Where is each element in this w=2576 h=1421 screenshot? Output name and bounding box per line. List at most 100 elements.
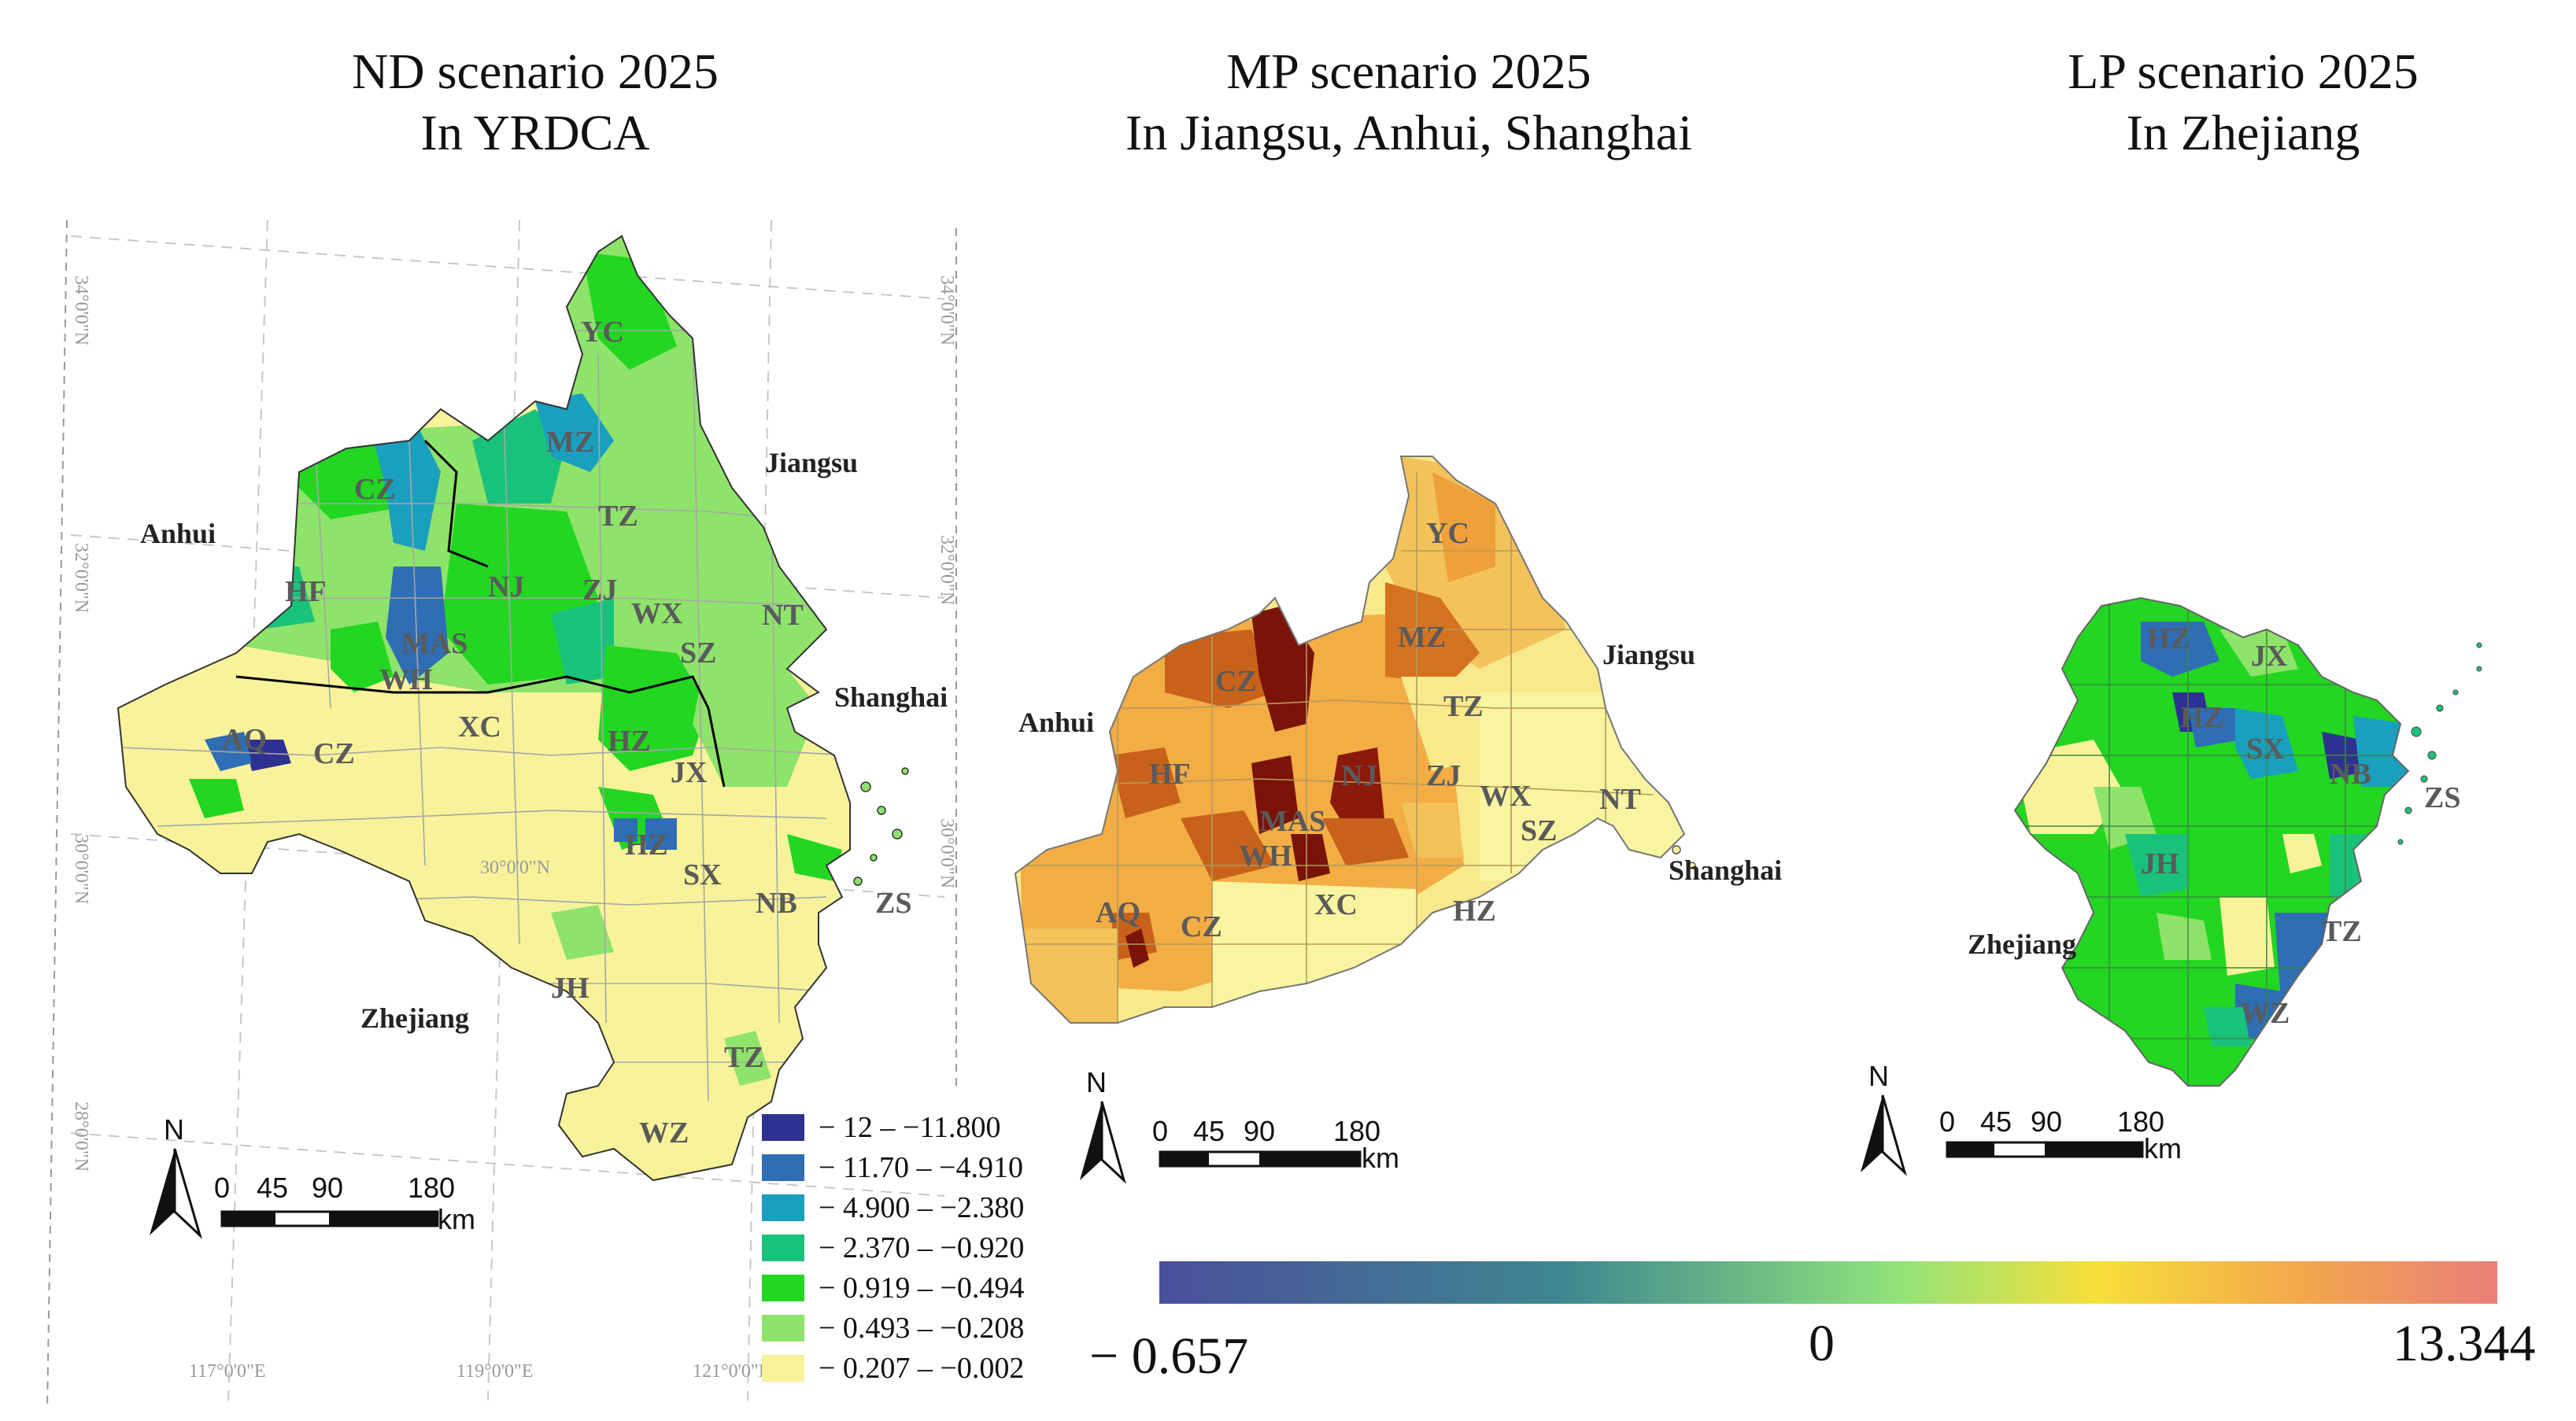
map2-city-sz: SZ	[1521, 814, 1557, 847]
map1-scale-45: 45	[257, 1172, 288, 1204]
legend-swatch	[762, 1355, 804, 1382]
map1-scalebar: 0 45 90 180 km	[214, 1172, 475, 1235]
map1-scale-180: 180	[408, 1172, 455, 1204]
legend-label: − 12 – −11.800	[819, 1111, 1001, 1144]
map3-province-zhejiang: Zhejiang	[1968, 928, 2076, 960]
map2-city-yc: YC	[1426, 517, 1469, 550]
map3-city-sx: SX	[2246, 733, 2285, 766]
colorbar-max-label: 13.344	[2393, 1315, 2536, 1372]
map2-province-anhui: Anhui	[1018, 707, 1094, 738]
map2-north-letter: N	[1086, 1066, 1107, 1098]
map1-lon-label-117: 117°0'0"E	[189, 1361, 266, 1382]
map1-scale-unit: km	[438, 1203, 475, 1235]
map3-city-jx: JX	[2251, 640, 2287, 673]
map1-city-mz: MZ	[546, 426, 594, 459]
map1-lat-label-34: 34°0'0"N	[71, 275, 91, 345]
map2-city-nt: NT	[1599, 783, 1641, 816]
map1-city-nb: NB	[756, 887, 797, 920]
title-lp-scenario: LP scenario 2025 In Zhejiang	[1944, 41, 2542, 164]
map1-lat-label-30: 30°0'0"N	[71, 834, 91, 904]
title-nd-line2: In YRDCA	[420, 105, 650, 161]
map3-scalebar: 0 45 90 180 km	[1939, 1105, 2182, 1164]
map1-province-anhui: Anhui	[140, 518, 216, 549]
map2-city-xc: XC	[1314, 888, 1358, 921]
map3-scale-45: 45	[1980, 1105, 2012, 1138]
map1-city-zj: ZJ	[582, 574, 617, 607]
map1-district-borders	[118, 330, 850, 1102]
map2-city-wh: WH	[1239, 840, 1292, 873]
map3-scale-unit: km	[2144, 1132, 2182, 1164]
legend-label: − 0.919 – −0.494	[819, 1272, 1025, 1305]
map1-province-border	[235, 675, 726, 788]
map1-city-mas: MAS	[401, 627, 468, 660]
map1-city-wx: WX	[631, 597, 682, 630]
title-lp-line1: LP scenario 2025	[2068, 43, 2419, 99]
map1-city-cz2: CZ	[313, 737, 355, 770]
map1-city-zs: ZS	[875, 887, 911, 920]
map1-province-shanghai: Shanghai	[834, 681, 948, 713]
legend-swatch	[762, 1154, 804, 1181]
legend-label: − 0.493 – −0.208	[819, 1312, 1025, 1345]
map2-city-wx: WX	[1480, 780, 1531, 813]
map1-city-jh: JH	[551, 972, 589, 1005]
colorbar-mid-label: 0	[1809, 1315, 1835, 1372]
map1-lat-label-right-34: 34°0'0"N	[937, 275, 957, 345]
legend-label: − 2.370 – −0.920	[819, 1231, 1025, 1264]
map2-regions	[1015, 456, 1684, 1023]
map2-scale-45: 45	[1193, 1115, 1225, 1147]
map1-province-jiangsu: Jiangsu	[765, 447, 858, 478]
map1-regions	[118, 236, 850, 1180]
map1-lat-label-32: 32°0'0"N	[71, 543, 91, 613]
map1-city-sz: SZ	[680, 637, 716, 670]
map2-city-zj: ZJ	[1426, 759, 1461, 792]
map1-scale-0: 0	[214, 1172, 230, 1204]
colorbar-min-label: − 0.657	[1089, 1327, 1249, 1385]
map3-city-nb: NB	[2330, 758, 2371, 791]
title-mp-line2: In Jiangsu, Anhui, Shanghai	[1125, 105, 1692, 161]
legend-swatch	[762, 1235, 804, 1261]
map1-city-hf: HF	[285, 575, 327, 608]
map1-north-letter: N	[164, 1113, 184, 1146]
map1-north-arrow: N	[150, 1113, 202, 1239]
map3-city-zs: ZS	[2424, 781, 2460, 814]
map2-scale-180: 180	[1333, 1115, 1380, 1147]
title-nd-line1: ND scenario 2025	[352, 43, 719, 99]
map2-north-arrow: N	[1080, 1066, 1126, 1184]
colorbar	[1159, 1261, 2497, 1304]
map2-city-tz: TZ	[1443, 690, 1484, 723]
map1-province-zhejiang: Zhejiang	[360, 1002, 469, 1034]
map2-city-mas: MAS	[1259, 805, 1325, 838]
map1-city-hz2: HZ	[625, 829, 668, 862]
title-nd-scenario: ND scenario 2025 In YRDCA	[236, 41, 834, 164]
map1-city-xc: XC	[458, 710, 501, 744]
legend-swatch	[762, 1275, 804, 1301]
map1-lat-label-right-32: 32°0'0"N	[937, 535, 957, 605]
title-mp-line1: MP scenario 2025	[1226, 43, 1591, 99]
title-mp-scenario: MP scenario 2025 In Jiangsu, Anhui, Shan…	[1015, 41, 1802, 164]
map1-scale-90: 90	[312, 1172, 343, 1204]
map1-lat-label-28: 28°0'0"N	[71, 1102, 91, 1172]
map1-lon-label-119: 119°0'0"E	[456, 1361, 534, 1382]
map1-lat-label-right-30: 30°0'0"N	[937, 818, 957, 888]
map3-city-wz: WZ	[2240, 997, 2290, 1030]
map1-inner-coord: 30°0'0"N	[480, 858, 550, 878]
map2-islands	[1672, 845, 1696, 869]
map2-province-jiangsu: Jiangsu	[1602, 639, 1695, 670]
map1-city-wz: WZ	[639, 1116, 689, 1150]
map3-scale-0: 0	[1939, 1105, 1955, 1138]
map1-anhui-jiangsu-border	[423, 439, 489, 568]
legend-label: − 0.207 – −0.002	[819, 1352, 1025, 1385]
map1-city-aq: AQ	[222, 723, 267, 756]
map2-city-mz: MZ	[1398, 621, 1446, 654]
map3-scale-180: 180	[2117, 1105, 2164, 1138]
map3-north-letter: N	[1868, 1060, 1889, 1092]
map2-scale-0: 0	[1152, 1115, 1168, 1147]
map3-city-jh: JH	[2141, 847, 2179, 880]
map2-city-hz: HZ	[1453, 895, 1496, 928]
title-lp-line2: In Zhejiang	[2126, 105, 2360, 161]
legend-label: − 11.70 – −4.910	[819, 1151, 1023, 1184]
map1-city-sx: SX	[683, 858, 722, 891]
map3-scale-90: 90	[2031, 1105, 2062, 1138]
map1-city-yc: YC	[581, 316, 624, 349]
map1-city-hz: HZ	[608, 725, 651, 758]
